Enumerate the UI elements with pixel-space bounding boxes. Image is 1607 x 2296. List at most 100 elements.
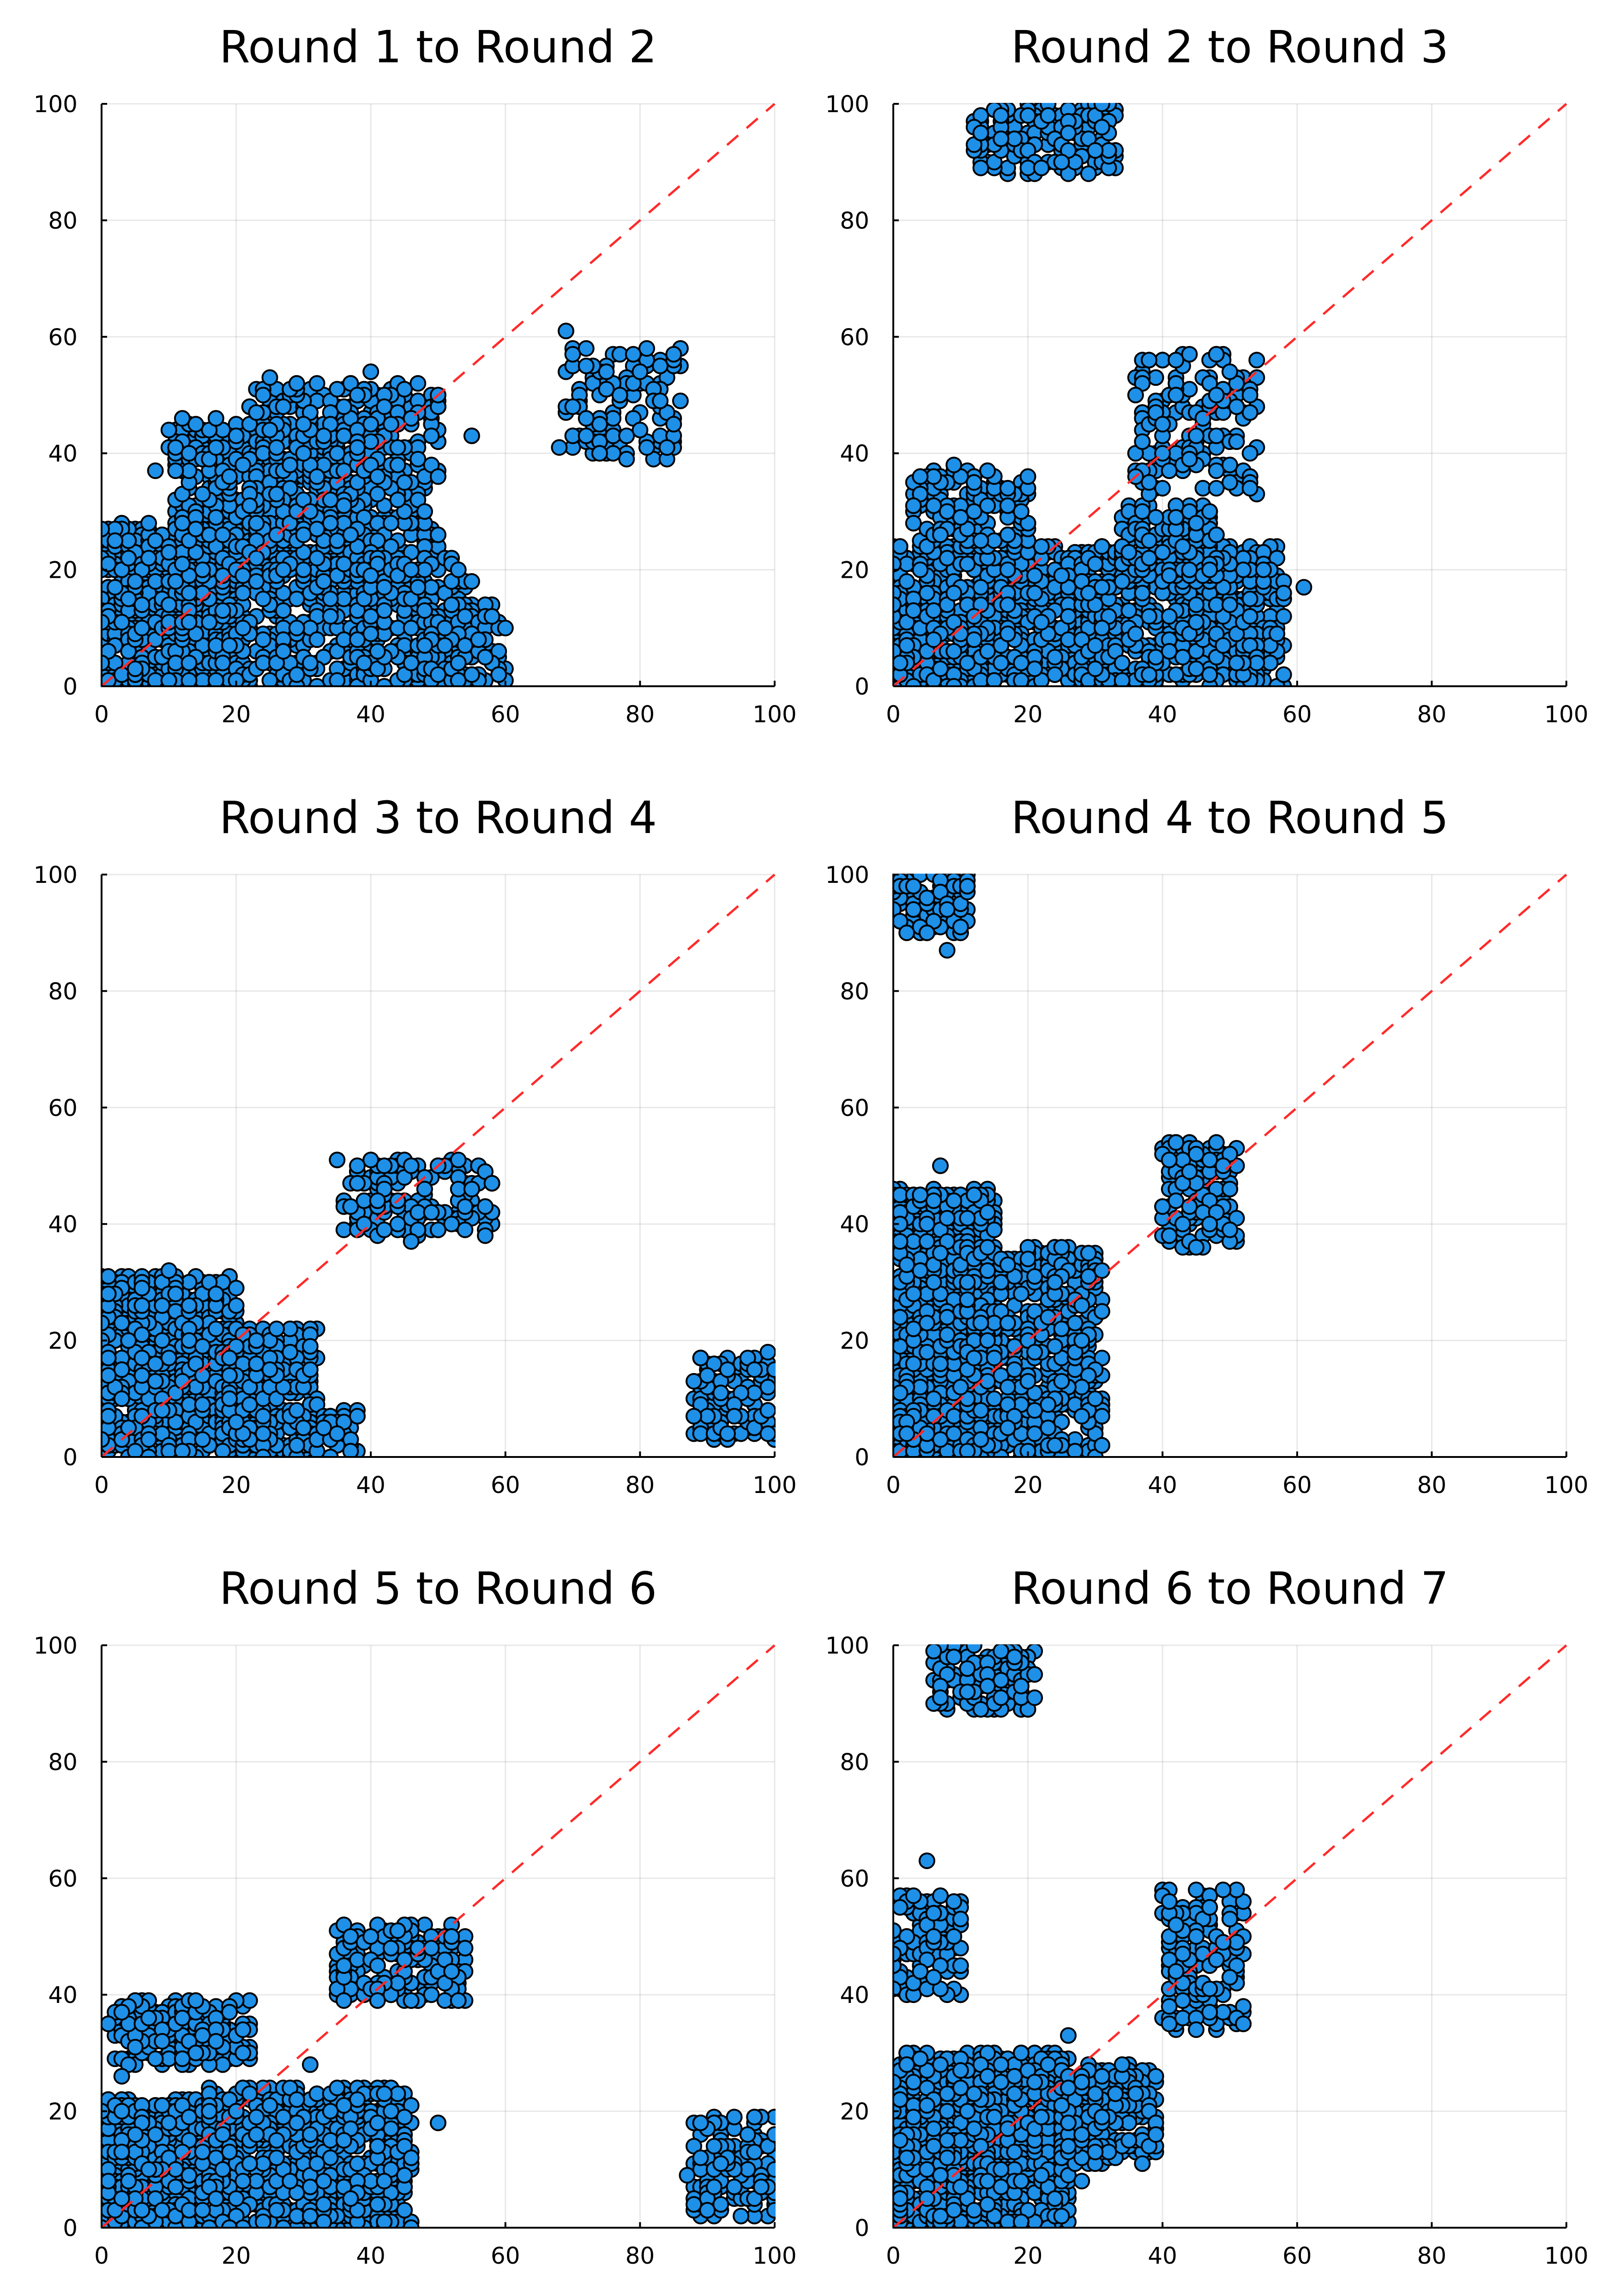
scatter-point (965, 503, 982, 520)
scatter-point (959, 555, 976, 572)
scatter-point (999, 625, 1016, 642)
scatter-point (160, 421, 177, 438)
scatter-point (1241, 480, 1258, 497)
x-tick-label: 0 (94, 701, 109, 728)
scatter-point (665, 416, 682, 433)
scatter-point (618, 450, 635, 468)
panel-3: Round 3 to Round 40 20 40 60 80 1000204060801… (34, 792, 797, 1499)
scatter-point (241, 497, 258, 514)
scatter-point (349, 631, 366, 648)
scatter-point (912, 561, 929, 578)
scatter-point (564, 346, 581, 363)
scatter-point (652, 357, 669, 374)
scatter-point (235, 619, 252, 636)
scatter-point (1168, 387, 1185, 403)
x-tick-label: 80 (1417, 701, 1447, 728)
scatter-point (1188, 515, 1205, 532)
y-tick-label: 100 (34, 91, 78, 118)
scatter-point (1019, 107, 1036, 124)
scatter-point (1174, 538, 1191, 555)
scatter-point (1033, 159, 1050, 176)
scatter-point (1147, 509, 1164, 526)
scatter-point (1141, 474, 1158, 491)
scatter-point (201, 614, 218, 631)
scatter-point (1120, 602, 1138, 619)
scatter-point (295, 416, 312, 433)
scatter-point (329, 445, 346, 462)
scatter-point (1120, 544, 1138, 561)
scatter-point (1241, 608, 1258, 625)
scatter-point (113, 614, 130, 631)
scatter-point (1033, 538, 1050, 555)
scatter-point (632, 363, 649, 380)
y-tick-label: 100 (825, 91, 869, 118)
scatter-point (564, 398, 581, 415)
scatter-point (959, 654, 976, 671)
scatter-point (369, 468, 386, 485)
scatter-point (558, 323, 575, 340)
scatter-point (652, 392, 669, 409)
scatter-point (1188, 596, 1205, 613)
scatter-point (625, 346, 642, 363)
scatter-point (1201, 503, 1218, 520)
scatter-point (228, 427, 245, 444)
scatter-point (1222, 456, 1238, 474)
scatter-point (1228, 654, 1245, 671)
panel-title: Round 3 to Round 4 (219, 792, 657, 844)
scatter-point (187, 521, 205, 538)
scatter-point (207, 509, 224, 526)
x-tick-label: 100 (752, 701, 796, 728)
scatter-point (228, 672, 245, 687)
y-tick-label: 80 (48, 207, 78, 234)
scatter-point (416, 503, 433, 520)
scatter-point (315, 427, 332, 444)
scatter-points (101, 1151, 776, 1458)
x-tick-label: 100 (1544, 701, 1588, 728)
scatter-point (905, 497, 922, 514)
scatter-point (167, 573, 184, 590)
scatter-point (1019, 468, 1036, 485)
scatter-point (551, 439, 568, 456)
scatter-point (207, 672, 224, 687)
scatter-point (591, 416, 608, 433)
scatter-point (235, 567, 252, 584)
scatter-point (1087, 142, 1104, 159)
scatter-point (308, 521, 325, 538)
scatter-point (376, 579, 393, 596)
scatter-point (1161, 608, 1178, 625)
scatter-point (945, 456, 963, 474)
scatter-point (1255, 561, 1272, 578)
scatter-point (261, 672, 278, 687)
scatter-point (329, 381, 346, 398)
scatter-point (1235, 561, 1252, 578)
scatter-point (665, 346, 682, 363)
scatter-point (1161, 643, 1178, 660)
scatter-point (160, 672, 177, 687)
scatter-point (993, 654, 1010, 671)
scatter-point (1141, 666, 1158, 683)
scatter-point (1201, 561, 1218, 578)
scatter-point (430, 468, 446, 485)
scatter-point (1161, 462, 1178, 480)
scatter-point (335, 555, 352, 572)
scatter-point (268, 439, 285, 456)
scatter-point (463, 666, 480, 683)
scatter-point (1154, 544, 1171, 561)
scatter-point (1087, 660, 1104, 677)
scatter-point (369, 643, 386, 660)
scatter-point (1168, 666, 1185, 683)
y-tick-label: 80 (840, 207, 869, 234)
scatter-point (1134, 503, 1151, 520)
scatter-point (999, 561, 1016, 578)
y-tick-label: 40 (840, 440, 869, 467)
x-tick-label: 20 (222, 701, 251, 728)
scatter-point (120, 550, 137, 567)
scatter-points (101, 323, 689, 687)
scatter-point (1241, 387, 1258, 403)
scatter-point (939, 503, 956, 520)
scatter-point (288, 590, 305, 607)
scatter-point (1208, 480, 1225, 497)
scatter-point (1093, 619, 1110, 636)
reference-line (101, 103, 776, 687)
